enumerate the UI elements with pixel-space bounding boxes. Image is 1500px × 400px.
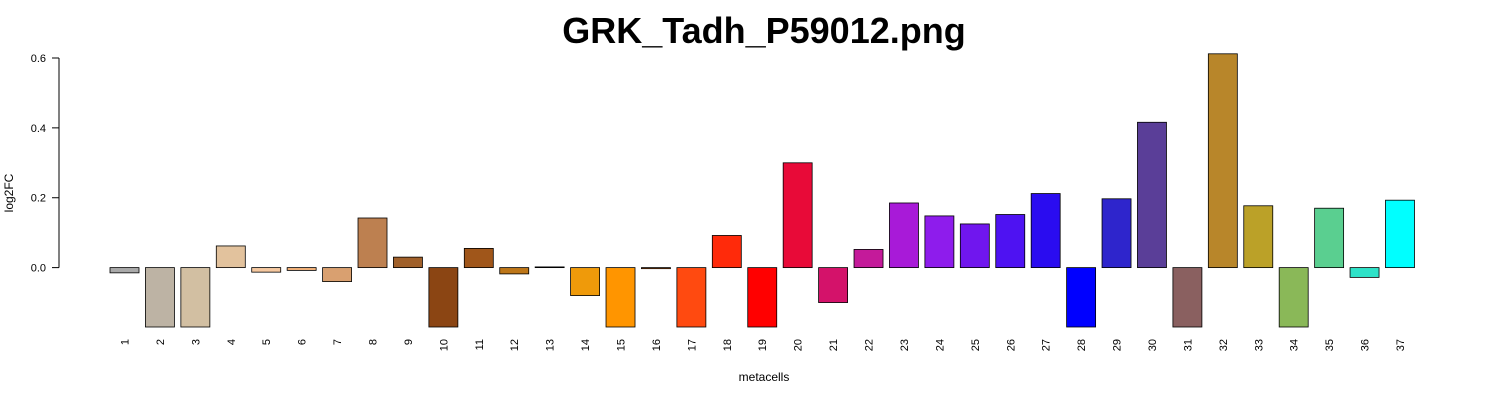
bar-metacell-23 xyxy=(889,202,919,269)
x-tick-label: 37 xyxy=(1395,339,1407,351)
bar-metacell-16 xyxy=(641,267,671,270)
x-tick-label: 25 xyxy=(970,339,982,351)
bar-metacell-30 xyxy=(1137,121,1167,269)
x-tick-label: 33 xyxy=(1253,339,1265,351)
bar-metacell-1 xyxy=(109,267,140,274)
x-tick-label: 24 xyxy=(934,339,946,351)
bar-metacell-33 xyxy=(1243,205,1274,269)
y-axis-label: log2FC xyxy=(2,173,16,212)
x-tick-label: 19 xyxy=(757,339,769,351)
y-tick-label: 0.6 xyxy=(31,53,46,65)
x-tick-label: 10 xyxy=(438,339,450,351)
bar-metacell-17 xyxy=(676,267,707,328)
x-tick-label: 35 xyxy=(1324,339,1336,351)
x-tick-label: 1 xyxy=(120,339,132,345)
x-tick-label: 27 xyxy=(1041,339,1053,351)
bar-metacell-11 xyxy=(463,247,494,269)
bar-metacell-12 xyxy=(499,267,530,275)
bar-metacell-24 xyxy=(924,215,955,269)
x-tick-label: 22 xyxy=(864,339,876,351)
bars xyxy=(109,53,1415,328)
bar-metacell-26 xyxy=(995,214,1026,269)
bar-metacell-7 xyxy=(322,267,352,282)
x-tick-label: 15 xyxy=(616,339,628,351)
y-tick-label: 0.2 xyxy=(31,193,46,205)
x-tick-label: 20 xyxy=(793,339,805,351)
x-tick-label: 13 xyxy=(545,339,557,351)
bar-metacell-27 xyxy=(1030,193,1061,269)
bar-metacell-22 xyxy=(853,249,884,269)
bar-metacell-31 xyxy=(1172,267,1203,328)
bar-metacell-18 xyxy=(711,235,742,269)
bar-metacell-35 xyxy=(1314,207,1345,269)
bar-metacell-20 xyxy=(782,162,813,269)
bar-metacell-36 xyxy=(1349,267,1380,278)
x-tick-label: 28 xyxy=(1076,339,1088,351)
bar-metacell-9 xyxy=(393,256,423,269)
bar-metacell-4 xyxy=(215,245,246,269)
bar-metacell-6 xyxy=(286,267,317,271)
y-axis: 0.0 0.2 0.4 0.6 xyxy=(31,53,60,275)
bar-metacell-5 xyxy=(251,267,282,273)
x-tick-label: 29 xyxy=(1112,339,1124,351)
x-tick-label: 36 xyxy=(1360,339,1372,351)
x-tick-label: 2 xyxy=(155,339,167,345)
bar-metacell-29 xyxy=(1101,198,1132,269)
bar-metacell-14 xyxy=(570,267,600,296)
x-tick-label: 31 xyxy=(1182,339,1194,351)
x-tick-label: 18 xyxy=(722,339,734,351)
bar-metacell-32 xyxy=(1207,53,1238,269)
x-tick-label: 30 xyxy=(1147,339,1159,351)
y-tick-label: 0.0 xyxy=(31,263,46,275)
x-tick-label: 17 xyxy=(686,339,698,351)
x-tick-label: 5 xyxy=(261,339,273,345)
bar-metacell-8 xyxy=(357,217,388,269)
bar-metacell-3 xyxy=(180,267,211,328)
x-tick-label: 11 xyxy=(474,339,486,350)
y-tick-label: 0.4 xyxy=(31,123,46,135)
x-tick-label: 9 xyxy=(403,339,415,345)
x-tick-labels: 1 2 3 4 5 6 7 8 9 10 11 12 13 14 15 16 17 18 19 20 21 22 23 24 2… xyxy=(120,339,1407,351)
x-tick-label: 7 xyxy=(332,339,344,345)
x-tick-label: 6 xyxy=(297,339,309,345)
bar-metacell-10 xyxy=(428,267,459,328)
bar-metacell-34 xyxy=(1278,267,1309,328)
x-tick-label: 26 xyxy=(1005,339,1017,351)
bar-metacell-13 xyxy=(534,266,565,269)
x-tick-label: 34 xyxy=(1289,339,1301,351)
x-tick-label: 32 xyxy=(1218,339,1230,351)
x-tick-label: 23 xyxy=(899,339,911,351)
bar-metacell-15 xyxy=(605,267,636,328)
x-tick-label: 3 xyxy=(190,339,202,345)
bar-metacell-19 xyxy=(747,267,778,328)
bar-metacell-25 xyxy=(959,223,990,269)
x-tick-label: 8 xyxy=(368,339,380,345)
x-tick-label: 12 xyxy=(509,339,521,351)
bar-metacell-21 xyxy=(818,267,848,303)
x-tick-label: 16 xyxy=(651,339,663,351)
bar-metacell-2 xyxy=(145,267,175,328)
x-axis-label: metacells xyxy=(739,370,790,384)
bar-metacell-28 xyxy=(1066,267,1097,328)
chart-title: GRK_Tadh_P59012.png xyxy=(562,10,965,51)
x-tick-label: 21 xyxy=(828,339,840,351)
bar-metacell-37 xyxy=(1385,199,1415,269)
x-tick-label: 4 xyxy=(226,339,238,345)
x-tick-label: 14 xyxy=(580,339,592,351)
